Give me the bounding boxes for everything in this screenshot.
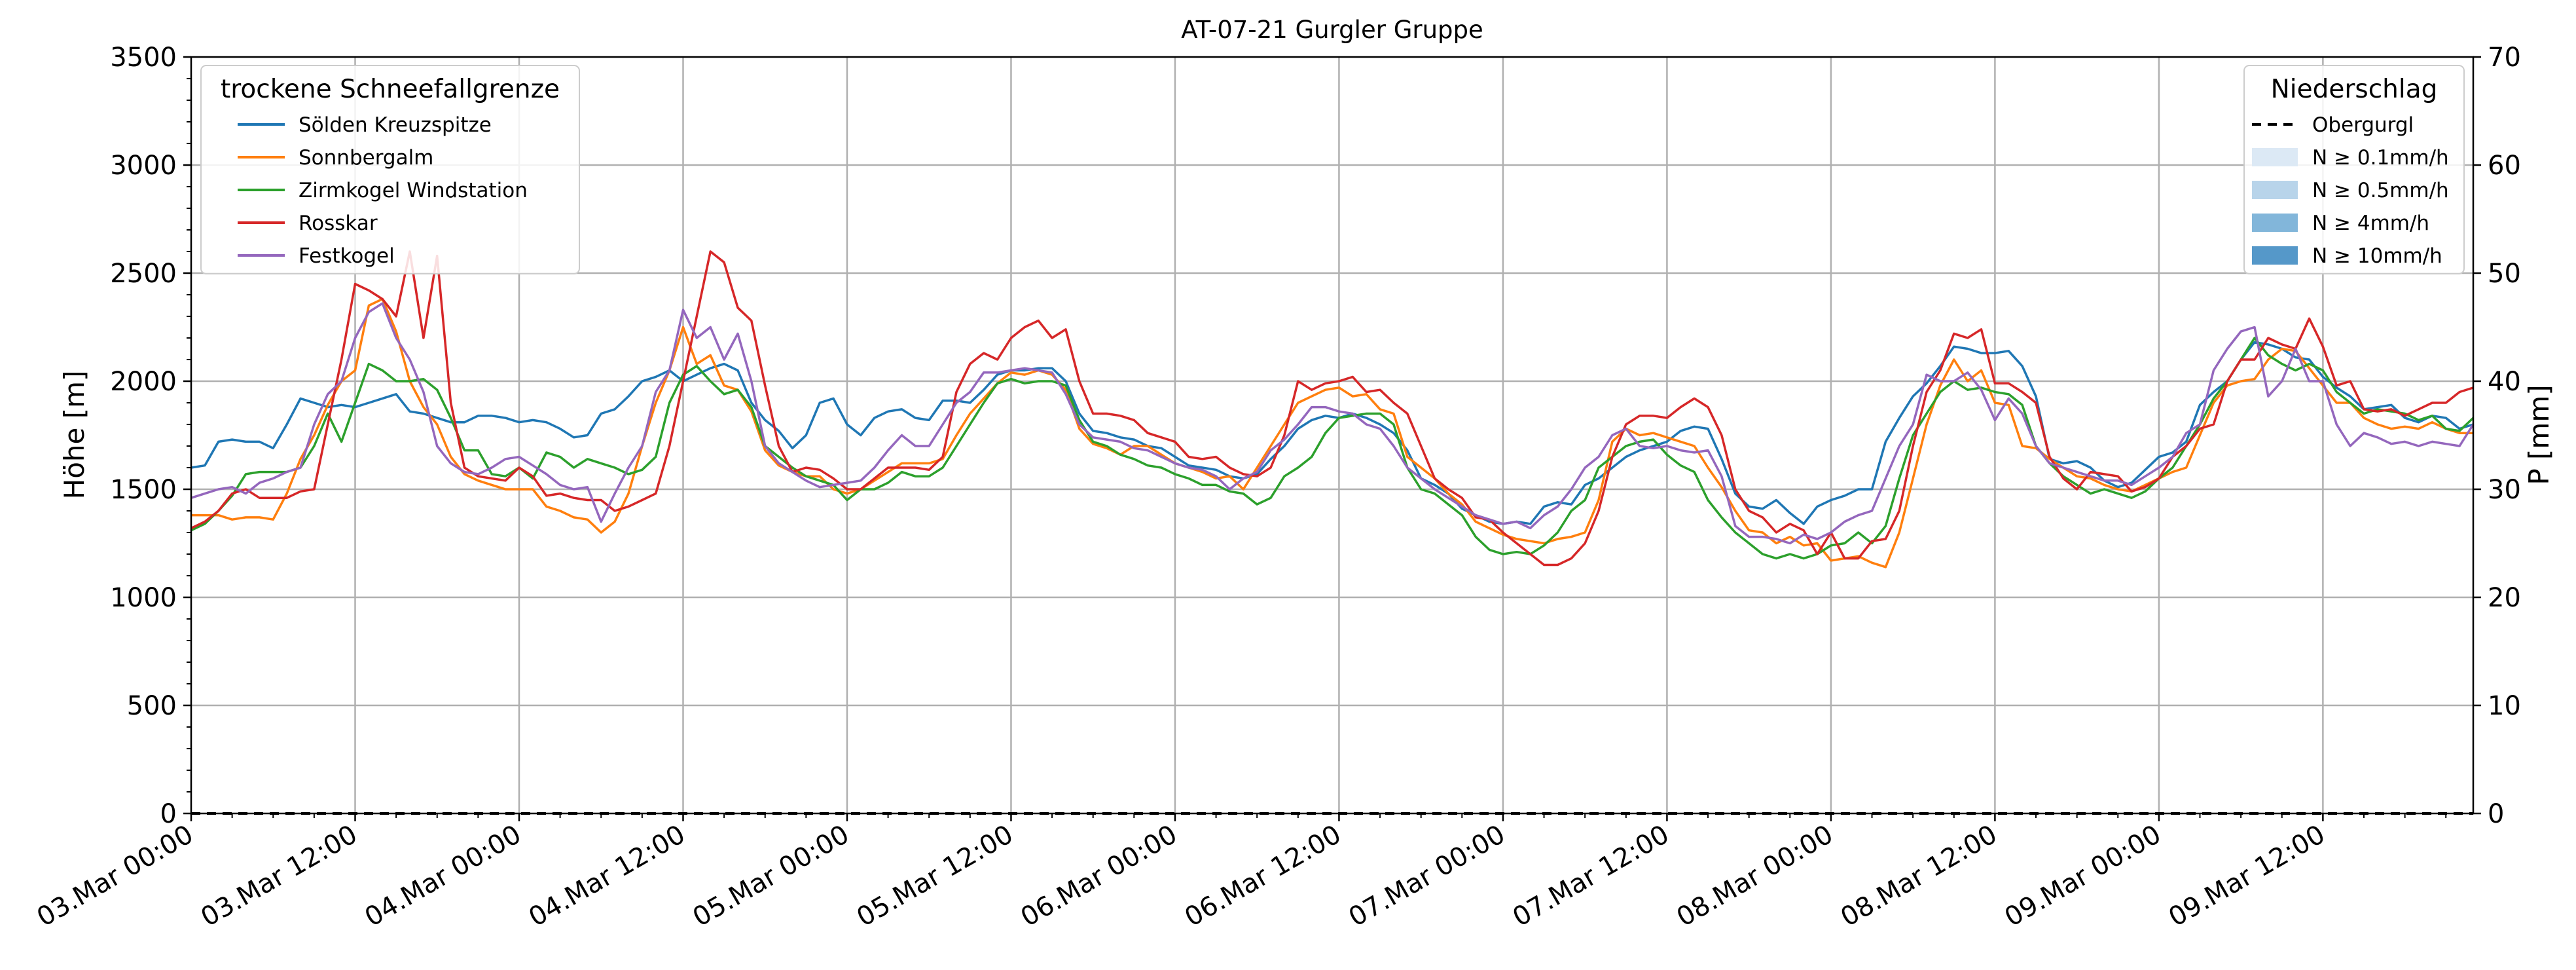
y-tick-label: 2500 xyxy=(110,259,177,289)
legend-precipitation-title: Niederschlag xyxy=(2271,75,2438,104)
y-tick-label: 500 xyxy=(127,691,177,721)
legend-stations-frame xyxy=(200,65,580,274)
y-tick-label: 1500 xyxy=(110,475,177,505)
legend-label-precipitation: N ≥ 10mm/h xyxy=(2312,244,2442,268)
legend-label-precipitation: N ≥ 0.1mm/h xyxy=(2312,146,2449,170)
legend-precipitation-frame xyxy=(2243,65,2465,274)
series-layer xyxy=(190,250,2475,569)
y-tick-label: 3500 xyxy=(110,43,177,73)
legend-precipitation: Niederschlag Obergurgl N ≥ 0.1mm/h N ≥ 0.5… xyxy=(2243,65,2465,274)
y-right-tick-label: 10 xyxy=(2488,691,2521,721)
y-right-tick-label: 60 xyxy=(2488,151,2521,181)
series-line-rosskar xyxy=(190,250,2474,567)
legend-stations: trockene Schneefallgrenze Sölden Kreuzsp… xyxy=(200,65,580,274)
y-tick-label: 0 xyxy=(160,799,177,829)
legend-swatch-precipitation-class xyxy=(2252,214,2298,232)
y-tick-label: 2000 xyxy=(110,367,177,397)
series-line-festkogel xyxy=(190,302,2475,545)
y-right-tick-label: 70 xyxy=(2488,43,2521,73)
chart-title: AT-07-21 Gurgler Gruppe xyxy=(1181,16,1483,44)
right-axis-ticks: 0 10 20 30 40 50 60 70 xyxy=(2473,43,2521,829)
legend-label-precipitation: N ≥ 0.5mm/h xyxy=(2312,179,2449,202)
y-axis-label-right: P [mm] xyxy=(2523,384,2555,485)
y-tick-label: 1000 xyxy=(110,583,177,613)
y-right-tick-label: 0 xyxy=(2488,799,2504,829)
legend-stations-title: trockene Schneefallgrenze xyxy=(221,75,560,104)
legend-label-s-lden-kreuzspitze: Sölden Kreuzspitze xyxy=(299,113,492,137)
legend-swatch-precipitation-class xyxy=(2252,148,2298,166)
y-right-tick-label: 20 xyxy=(2488,583,2521,613)
series-line-sonnbergalm xyxy=(191,297,2473,569)
legend-stations-entries: Sölden Kreuzspitze Sonnbergalm Zirmkogel W… xyxy=(238,113,528,268)
legend-swatch-precipitation-class xyxy=(2252,181,2298,199)
y-right-tick-label: 50 xyxy=(2488,259,2521,289)
plot-frame xyxy=(190,56,2475,815)
series-line-s-lden-kreuzspitze xyxy=(190,341,2474,525)
legend-swatch-precipitation-class xyxy=(2252,246,2298,265)
legend-precipitation-entries: Obergurgl N ≥ 0.1mm/h N ≥ 0.5mm/h N ≥ 4mm/h… xyxy=(2252,113,2449,268)
y-axis-label-left: Höhe [m] xyxy=(58,371,90,500)
legend-label-rosskar: Rosskar xyxy=(299,212,378,235)
legend-label-festkogel: Festkogel xyxy=(299,244,395,268)
legend-label-precipitation: Obergurgl xyxy=(2312,113,2414,137)
legend-label-zirmkogel-windstation: Zirmkogel Windstation xyxy=(299,179,528,202)
series-line-zirmkogel-windstation xyxy=(190,337,2475,560)
legend-label-sonnbergalm: Sonnbergalm xyxy=(299,146,433,170)
y-right-tick-label: 30 xyxy=(2488,475,2521,505)
legend-label-precipitation: N ≥ 4mm/h xyxy=(2312,212,2429,235)
y-tick-label: 3000 xyxy=(110,151,177,181)
y-right-tick-label: 40 xyxy=(2488,367,2521,397)
left-axis-ticks: 0 500 1000 1500 2000 2500 3000 3500 xyxy=(110,43,191,829)
